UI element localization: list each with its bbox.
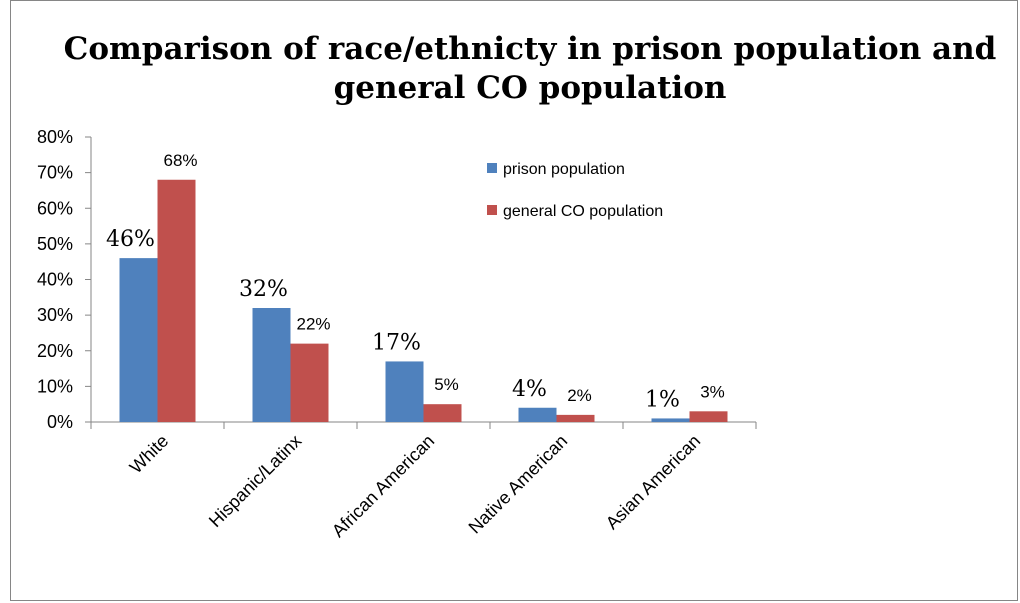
bar-general-co-population [556, 414, 595, 422]
y-tick-label: 0% [47, 412, 73, 432]
y-tick-label: 10% [37, 376, 73, 396]
x-category-label: Asian American [602, 431, 705, 534]
data-label: 2% [567, 386, 592, 405]
legend-label: general CO population [503, 203, 663, 220]
legend-swatch [487, 205, 497, 215]
y-tick-label: 70% [37, 163, 73, 183]
data-label: 5% [434, 375, 459, 394]
data-label: 46% [106, 227, 155, 252]
y-tick-label: 80% [37, 127, 73, 147]
y-tick-label: 40% [37, 270, 73, 290]
bar-prison-population [119, 258, 158, 422]
y-tick-label: 50% [37, 234, 73, 254]
data-label: 22% [296, 315, 330, 334]
bar-general-co-population [157, 179, 196, 422]
bar-prison-population [518, 407, 557, 422]
chart-title-line-2: general CO population [334, 70, 727, 106]
data-label: 68% [163, 151, 197, 170]
x-category-label: White [126, 431, 173, 478]
x-category-label: African American [328, 431, 438, 541]
data-label: 3% [700, 382, 725, 401]
data-label: 17% [372, 330, 421, 355]
bar-general-co-population [290, 343, 329, 422]
y-tick-label: 30% [37, 305, 73, 325]
chart-title-line-1: Comparison of race/ethnicty in prison po… [64, 31, 997, 67]
bar-general-co-population [423, 404, 462, 422]
data-label: 4% [512, 377, 547, 402]
y-tick-label: 20% [37, 341, 73, 361]
y-tick-label: 60% [37, 198, 73, 218]
bar-prison-population [651, 418, 690, 422]
legend-label: prison population [503, 161, 625, 178]
data-label: 32% [239, 277, 288, 302]
bar-prison-population [385, 361, 424, 422]
x-category-label: Native American [465, 431, 572, 538]
x-category-label: Hispanic/Latinx [205, 431, 305, 531]
legend-swatch [487, 163, 497, 173]
bar-prison-population [252, 308, 291, 422]
data-label: 1% [645, 387, 680, 412]
bar-general-co-population [689, 411, 728, 422]
